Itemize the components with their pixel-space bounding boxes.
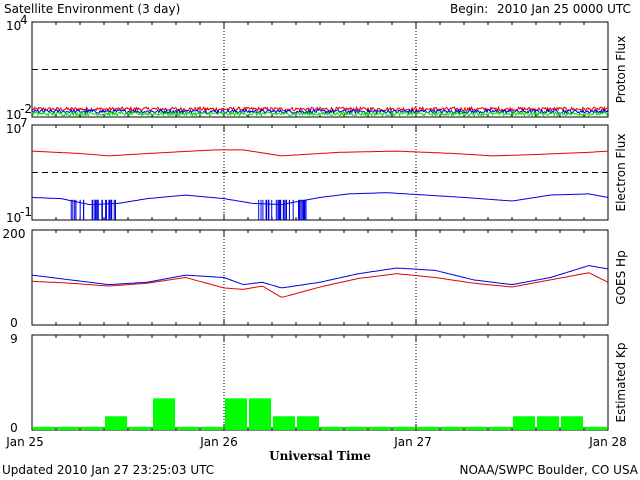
y-tick-exp-0-1: -2 <box>20 102 32 116</box>
x-tick-jan26: Jan 26 <box>199 435 238 449</box>
kp-bar <box>393 426 415 430</box>
kp-bar <box>153 398 175 430</box>
kp-bar <box>297 416 319 430</box>
kp-bar <box>513 416 535 430</box>
kp-bar <box>33 426 55 430</box>
x-axis-label: Universal Time <box>269 449 371 463</box>
series-line-1-blue <box>31 192 609 206</box>
y-axis-label-0: Proton Flux <box>614 36 628 103</box>
kp-bar <box>585 426 607 430</box>
x-tick-jan28: Jan 28 <box>588 435 627 449</box>
panel-frame-1 <box>31 124 609 221</box>
kp-bar <box>249 398 271 430</box>
kp-bar <box>225 398 247 430</box>
y-tick-label-2-0: 200 <box>3 227 26 241</box>
kp-bar <box>201 426 223 430</box>
series-line-2-blue <box>31 265 609 289</box>
series-line-1-red <box>31 149 609 157</box>
kp-bar <box>465 426 487 430</box>
begin-label: Begin: <box>450 2 488 16</box>
y-tick-label-0-1: 10 <box>6 108 21 122</box>
kp-bar <box>273 416 295 430</box>
kp-bar <box>345 426 367 430</box>
kp-bar <box>489 426 511 430</box>
y-tick-exp-1-1: -1 <box>20 205 32 219</box>
y-tick-exp-0-0: 4 <box>20 13 28 27</box>
begin-value: 2010 Jan 25 0000 UTC <box>497 2 631 16</box>
credit-text: NOAA/SWPC Boulder, CO USA <box>460 463 639 477</box>
y-axis-label-2: GOES Hp <box>614 250 628 304</box>
kp-bar <box>561 416 583 430</box>
kp-bar <box>321 426 343 430</box>
y-tick-exp-1-0: 7 <box>20 116 28 130</box>
kp-bar <box>129 426 151 430</box>
kp-bar <box>177 426 199 430</box>
y-tick-label-0-0: 10 <box>6 19 21 33</box>
y-tick-label-2-1: 0 <box>10 316 18 330</box>
updated-timestamp: Updated 2010 Jan 27 23:25:03 UTC <box>2 463 214 477</box>
panel-frame-2 <box>31 229 609 326</box>
series-line-0-green <box>31 110 609 118</box>
kp-bar <box>417 426 439 430</box>
kp-bar <box>441 426 463 430</box>
x-tick-jan25: Jan 25 <box>5 435 44 449</box>
y-axis-label-1: Electron Flux <box>614 134 628 212</box>
series-line-2-red <box>31 272 609 298</box>
x-tick-jan27: Jan 27 <box>393 435 432 449</box>
kp-bar <box>81 426 103 430</box>
y-tick-label-3-1: 0 <box>10 421 18 435</box>
y-tick-label-1-0: 10 <box>6 122 21 136</box>
panel-frame-3 <box>31 334 609 431</box>
kp-bar <box>537 416 559 430</box>
panel-frame-0 <box>31 21 609 118</box>
kp-bar <box>57 426 79 430</box>
y-tick-label-3-0: 9 <box>10 332 18 346</box>
y-tick-label-1-1: 10 <box>6 211 21 225</box>
chart-title: Satellite Environment (3 day) <box>4 2 180 16</box>
kp-bar <box>105 416 127 430</box>
series-line-0-red <box>31 105 609 113</box>
kp-bar <box>369 426 391 430</box>
y-axis-label-3: Estimated Kp <box>614 343 628 423</box>
